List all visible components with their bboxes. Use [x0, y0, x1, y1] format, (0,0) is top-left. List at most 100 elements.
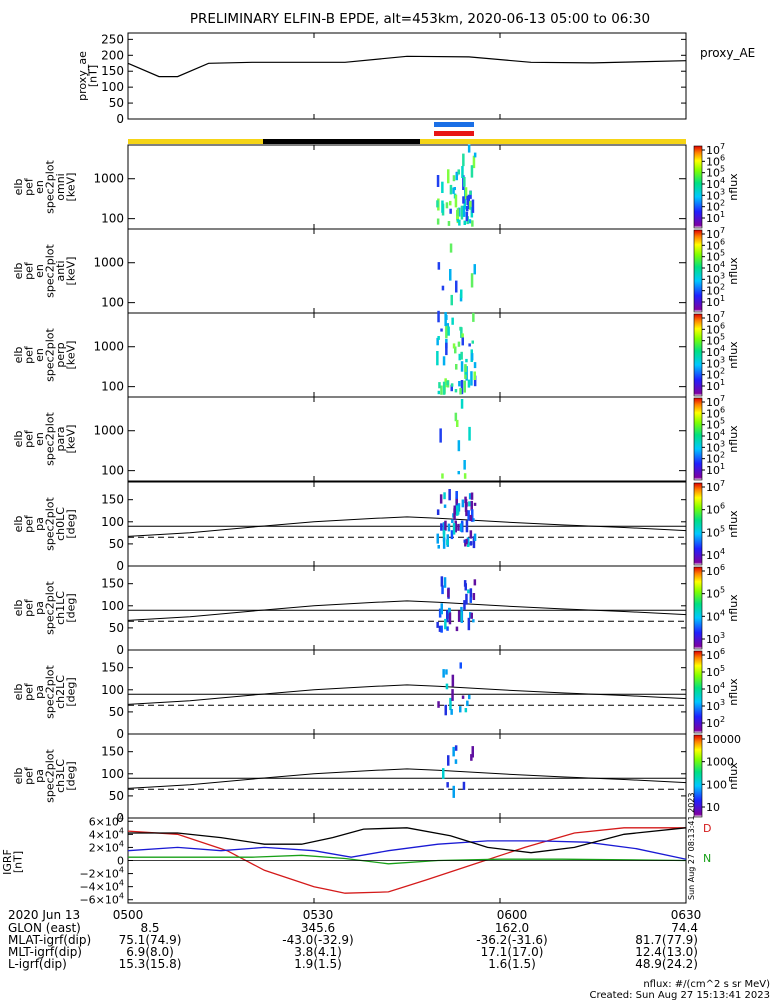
heatmap-cell — [452, 785, 455, 798]
heatmap-panel-frame — [127, 481, 687, 567]
igrf-legend-d: D — [703, 822, 711, 835]
heatmap-cell — [468, 493, 472, 500]
colorbar-tick-label: 101 — [706, 462, 725, 477]
colorbar-tick-label: 107 — [706, 479, 725, 494]
heatmap-ylabel-line: pef — [22, 766, 35, 785]
science-zone-red-bar — [434, 131, 474, 136]
colorbar-tick-label: 105 — [706, 586, 725, 601]
heatmap-cell — [452, 343, 456, 349]
colorbar-label: nflux — [727, 678, 740, 706]
heatmap-cell — [460, 351, 463, 360]
heatmap-panel — [127, 733, 705, 819]
heatmap-cell — [437, 701, 440, 708]
colorbar-tick-label: 103 — [706, 698, 725, 713]
heatmap-cell — [458, 219, 461, 226]
heatmap-cell — [441, 473, 444, 479]
heatmap-cell — [461, 499, 465, 508]
heatmap-cell — [461, 333, 464, 341]
heatmap-cell — [444, 618, 447, 630]
heatmap-ylabel-line: [deg] — [64, 509, 77, 538]
heatmap-cell — [468, 501, 471, 507]
heatmap-cell — [438, 382, 441, 389]
heatmap-cell — [446, 380, 449, 386]
igrf-legend-n: N — [703, 852, 711, 865]
heatmap-panel-frame — [127, 733, 687, 819]
heatmap-ylabel-line: spec2plot — [43, 328, 56, 382]
ytick-label: 150 — [101, 745, 124, 759]
heatmap-cell — [448, 489, 451, 501]
heatmap-cell — [451, 317, 454, 325]
ytick-label: 150 — [101, 64, 124, 78]
footer-time-label: 0600 — [497, 908, 528, 922]
heatmap-ylabel-line: anti — [54, 260, 67, 281]
heatmap-cell — [458, 353, 461, 361]
heatmap-cell — [467, 589, 470, 594]
heatmap-cell — [473, 152, 477, 158]
heatmap-cell — [456, 505, 459, 516]
ytick-label: 50 — [109, 789, 124, 803]
heatmap-cell — [462, 196, 465, 204]
heatmap-ylabel-line: en — [33, 264, 46, 278]
heatmap-panel — [127, 481, 705, 567]
footer-row-label: GLON (east) — [8, 921, 81, 935]
heatmap-cell — [438, 608, 442, 618]
colorbar-tick-label: 104 — [706, 547, 725, 562]
heatmap-ylabel-line: pef — [22, 429, 35, 448]
heatmap-cell — [441, 585, 444, 595]
heatmap-ylabel-line: pa — [33, 517, 46, 531]
heatmap-cell — [442, 669, 445, 678]
colorbar — [693, 566, 703, 650]
heatmap-cell — [468, 219, 472, 224]
heatmap-ylabel-line: spec2plot — [43, 749, 56, 803]
colorbar-tick-label: 106 — [706, 237, 725, 252]
heatmap-cell — [467, 379, 471, 388]
heatmap-cell — [473, 502, 477, 506]
heatmap-cell — [463, 198, 466, 210]
heatmap-cell — [464, 583, 467, 591]
heatmap-cell — [463, 539, 466, 543]
colorbar-tick-label: 100 — [706, 778, 727, 791]
colorbar-label: nflux — [727, 257, 740, 285]
heatmap-cell — [460, 289, 463, 299]
heatmap-cell — [453, 508, 456, 521]
colorbar-tick-label: 106 — [706, 153, 725, 168]
heatmap-cell — [454, 346, 457, 354]
ytick-label: −2×104 — [79, 866, 124, 881]
heatmap-cell — [456, 419, 459, 427]
heatmap-ylabel-line: pef — [22, 682, 35, 701]
heatmap-cell — [464, 365, 467, 372]
colorbar-label: nflux — [727, 510, 740, 538]
heatmap-cell — [469, 612, 472, 619]
heatmap-cell — [437, 262, 441, 270]
heatmap-ylabel-line: elb — [12, 431, 25, 448]
ytick-label: 100 — [101, 80, 124, 94]
heatmap-cell — [467, 538, 470, 547]
heatmap-cell — [445, 325, 448, 339]
heatmap-cell — [441, 200, 444, 213]
heatmap-ylabel-line: ch3LC — [54, 759, 67, 793]
heatmap-cell — [471, 746, 474, 758]
heatmap-cell — [440, 385, 443, 395]
heatmap-cell — [460, 399, 464, 409]
heatmap-cell — [442, 537, 446, 549]
ytick-label: 100 — [101, 767, 124, 781]
heatmap-panel-frame — [127, 228, 687, 314]
heatmap-cell — [459, 662, 462, 669]
ytick-label: −6×104 — [79, 892, 124, 907]
footer-row-label: MLAT-igrf(dip) — [8, 933, 91, 947]
heatmap-cell — [457, 341, 461, 347]
heatmap-cell — [466, 196, 469, 206]
heatmap-cell — [439, 428, 442, 443]
colorbar-tick-label: 10 — [706, 801, 720, 814]
heatmap-cell — [436, 621, 439, 628]
heatmap-cell — [450, 384, 453, 392]
heatmap-cell — [454, 520, 457, 533]
heatmap-cell — [471, 199, 475, 213]
heatmap-ylabel-line: omni — [54, 173, 67, 200]
heatmap-cell — [455, 491, 458, 503]
colorbar-tick-label: 104 — [706, 681, 725, 696]
heatmap-cell — [457, 610, 461, 622]
heatmap-cell — [463, 473, 467, 479]
igrf-series-line — [127, 840, 687, 860]
